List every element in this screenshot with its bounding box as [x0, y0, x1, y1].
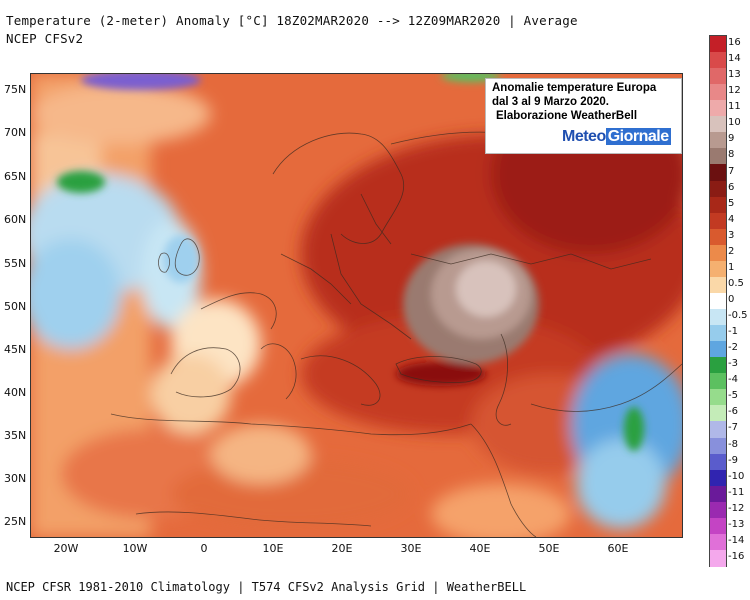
color-scale-swatch [710, 373, 726, 391]
color-scale-label: -7 [728, 422, 738, 434]
color-scale-label: 10 [728, 117, 741, 129]
color-scale-swatch [710, 164, 726, 182]
map-title: Temperature (2-meter) Anomaly [°C] 18Z02… [6, 13, 578, 28]
color-scale-label: 1 [728, 261, 735, 273]
color-scale-swatch [710, 212, 726, 230]
logo-part-giornale: Giornale [605, 128, 671, 145]
color-scale-label: -13 [728, 518, 745, 530]
color-scale-swatch [710, 196, 726, 214]
color-scale-swatch [710, 533, 726, 551]
color-scale-swatch [710, 100, 726, 118]
color-scale-swatch [710, 341, 726, 359]
color-scale-label: -1 [728, 326, 738, 338]
lat-label-70n: 70N [4, 126, 27, 139]
lon-label-60e: 60E [607, 542, 629, 555]
color-scale-label: -12 [728, 502, 745, 514]
color-scale-label: -3 [728, 358, 738, 370]
color-scale-label: 0.5 [728, 277, 744, 289]
color-scale-swatch [710, 501, 726, 519]
color-scale-bar [709, 35, 727, 567]
color-scale-label: -6 [728, 406, 738, 418]
map-model-name: NCEP CFSv2 [6, 31, 84, 46]
color-scale-label: 6 [728, 181, 735, 193]
color-scale-swatch [710, 52, 726, 70]
color-scale-label: 13 [728, 69, 741, 81]
color-scale-label: -8 [728, 438, 738, 450]
lat-label-45n: 45N [4, 343, 27, 356]
color-scale-swatch [710, 116, 726, 134]
lat-label-50n: 50N [4, 300, 27, 313]
color-scale-swatch [710, 309, 726, 327]
lat-label-60n: 60N [4, 213, 27, 226]
color-scale-label: 8 [728, 149, 735, 161]
color-scale-label: 2 [728, 245, 735, 257]
lat-label-30n: 30N [4, 472, 27, 485]
lat-label-35n: 35N [4, 429, 27, 442]
logo-part-meteo: Meteo [562, 128, 606, 145]
color-scale-swatch [710, 437, 726, 455]
color-scale-swatch [710, 325, 726, 343]
color-scale-label: -9 [728, 454, 738, 466]
lat-label-75n: 75N [4, 83, 27, 96]
color-scale-swatch [710, 549, 726, 567]
color-scale-swatch [710, 357, 726, 375]
color-scale-label: 3 [728, 229, 735, 241]
caption-line-3: Elaborazione WeatherBell [496, 110, 638, 122]
color-scale-label: 11 [728, 101, 741, 113]
color-scale-label: -14 [728, 534, 745, 546]
caption-line-2: dal 3 al 9 Marzo 2020. [492, 96, 609, 108]
color-scale-label: 12 [728, 85, 741, 97]
meteogiornale-logo: Meteo Giornale [562, 128, 671, 148]
color-scale-swatch [710, 36, 726, 53]
color-scale-swatch [710, 485, 726, 503]
color-scale-swatch [710, 260, 726, 278]
color-scale-swatch [710, 405, 726, 423]
caption-line-1: Anomalie temperature Europa [492, 82, 657, 94]
color-scale-label: -0.5 [728, 310, 748, 322]
color-scale-label: 7 [728, 165, 735, 177]
color-scale-label: 9 [728, 133, 735, 145]
color-scale-swatch [710, 292, 726, 310]
color-scale-swatch [710, 276, 726, 294]
color-scale-swatch [710, 244, 726, 262]
lat-label-25n: 25N [4, 515, 27, 528]
color-scale-label: 0 [728, 294, 735, 305]
lon-label-20w: 20W [53, 542, 79, 555]
lat-label-40n: 40N [4, 386, 27, 399]
lon-label-20e: 20E [331, 542, 353, 555]
lon-label-30e: 30E [400, 542, 422, 555]
color-scale-swatch [710, 453, 726, 471]
color-scale-label: 16 [728, 37, 741, 49]
map-footer-credits: NCEP CFSR 1981-2010 Climatology | T574 C… [6, 580, 527, 594]
weatherbell-caption-box: Anomalie temperature Europa dal 3 al 9 M… [485, 78, 682, 154]
color-scale-swatch [710, 84, 726, 102]
color-scale-swatch [710, 180, 726, 198]
lon-label-40e: 40E [469, 542, 491, 555]
color-scale-label: 5 [728, 197, 735, 209]
color-scale-swatch [710, 421, 726, 439]
color-scale-swatch [710, 68, 726, 86]
color-scale-swatch [710, 389, 726, 407]
lat-label-65n: 65N [4, 170, 27, 183]
color-scale-label: -11 [728, 486, 745, 498]
lon-label-10e: 10E [262, 542, 284, 555]
color-scale-swatch [710, 148, 726, 166]
color-scale-swatch [710, 132, 726, 150]
lon-label-50e: 50E [538, 542, 560, 555]
color-scale-label: -16 [728, 550, 745, 562]
color-scale-swatch [710, 517, 726, 535]
color-scale-label: -5 [728, 390, 738, 402]
lon-label-0: 0 [200, 542, 208, 555]
color-scale-label: -10 [728, 470, 745, 482]
color-scale-label: -2 [728, 342, 738, 354]
color-scale-label: -4 [728, 374, 738, 386]
color-scale-swatch [710, 228, 726, 246]
color-scale-label: 4 [728, 213, 735, 225]
lon-label-10w: 10W [122, 542, 148, 555]
color-scale-label: 14 [728, 53, 741, 65]
color-scale-swatch [710, 469, 726, 487]
lat-label-55n: 55N [4, 257, 27, 270]
